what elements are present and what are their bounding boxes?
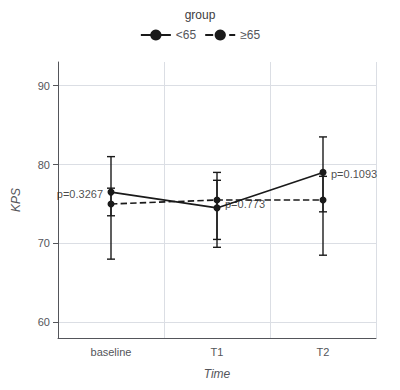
svg-text:T2: T2 bbox=[317, 346, 330, 358]
svg-text:≥65: ≥65 bbox=[240, 28, 260, 42]
svg-text:baseline: baseline bbox=[91, 346, 132, 358]
svg-text:<65: <65 bbox=[176, 28, 197, 42]
svg-text:p=0.1093: p=0.1093 bbox=[331, 168, 377, 180]
svg-text:group: group bbox=[185, 8, 216, 22]
svg-text:Time: Time bbox=[204, 367, 231, 381]
svg-text:p=0.773: p=0.773 bbox=[225, 198, 265, 210]
svg-text:T1: T1 bbox=[211, 346, 224, 358]
svg-text:KPS: KPS bbox=[9, 188, 23, 212]
svg-text:90: 90 bbox=[38, 80, 50, 92]
svg-text:70: 70 bbox=[38, 237, 50, 249]
svg-text:60: 60 bbox=[38, 316, 50, 328]
svg-text:80: 80 bbox=[38, 159, 50, 171]
svg-text:p=0.3267: p=0.3267 bbox=[57, 188, 103, 200]
